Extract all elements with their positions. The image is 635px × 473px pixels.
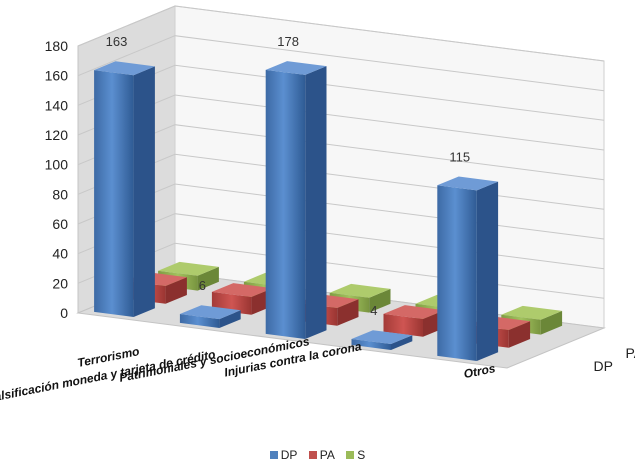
bar-side: [133, 66, 155, 318]
bar-front: [265, 69, 306, 340]
bars: [94, 61, 563, 361]
bar-top: [501, 305, 563, 320]
bar-top: [179, 305, 241, 320]
y-tick-label: 20: [52, 275, 68, 291]
data-label: 4: [370, 303, 377, 318]
legend-label-pa: PA: [319, 448, 335, 462]
y-tick-label: 140: [45, 97, 69, 113]
back-wall: [174, 5, 605, 329]
bar-front: [383, 313, 423, 337]
bar-top: [158, 261, 219, 276]
bar-side: [219, 310, 241, 328]
bar-side: [391, 335, 413, 350]
y-axis-ticks: 0 20 40 60 80 100 120 140 160 180: [45, 38, 69, 321]
bar-top: [211, 283, 273, 297]
category-label: Otros: [462, 361, 496, 381]
bar-dp-0: [94, 61, 155, 318]
legend-swatch-dp: [269, 451, 278, 459]
bar-top: [383, 305, 445, 319]
bar-side: [165, 277, 187, 304]
bar-dp-1: [179, 305, 241, 328]
bar-top: [329, 283, 391, 298]
legend-swatch-s: [346, 451, 355, 459]
bar-dp-4: [437, 176, 499, 361]
gridline: [77, 35, 605, 92]
depth-label-dp: DP: [593, 358, 612, 374]
legend-label-s: S: [357, 448, 366, 462]
legend-item-pa: PA: [308, 448, 335, 462]
bar-side: [476, 181, 499, 361]
y-tick-label: 160: [45, 68, 69, 84]
legend-item-dp: DP: [269, 448, 298, 462]
bar-dp-2: [265, 61, 327, 340]
bar-top: [94, 61, 155, 76]
bar-front: [437, 185, 477, 361]
bar-side: [337, 299, 359, 326]
y-tick-label: 80: [52, 186, 68, 202]
bar-side: [197, 266, 219, 291]
y-tick-label: 60: [52, 216, 68, 232]
bar-top: [351, 330, 413, 344]
legend-item-s: S: [346, 448, 365, 462]
bar-side: [508, 321, 531, 348]
data-label: 115: [449, 149, 470, 164]
legend: DP PA S: [0, 448, 635, 462]
bar-side: [369, 288, 391, 313]
bar-front: [351, 339, 391, 350]
y-tick-label: 40: [52, 246, 68, 262]
bar-side: [305, 66, 327, 339]
bar-front: [94, 70, 134, 317]
legend-label-dp: DP: [280, 448, 298, 462]
bar-side: [540, 310, 563, 335]
bar-dp-3: [351, 330, 413, 350]
depth-label-pa: PA: [626, 345, 635, 361]
legend-swatch-pa: [308, 451, 317, 459]
bar-top: [265, 61, 327, 75]
data-label: 6: [199, 278, 206, 293]
y-tick-label: 180: [45, 38, 69, 54]
y-tick-label: 120: [45, 127, 69, 143]
bar-top: [437, 176, 499, 191]
data-label: 163: [106, 34, 128, 49]
bar-front: [179, 314, 220, 328]
y-tick-label: 100: [45, 157, 69, 173]
gridline: [77, 5, 605, 62]
y-tick-label: 0: [60, 305, 68, 321]
data-label: 178: [277, 34, 299, 49]
